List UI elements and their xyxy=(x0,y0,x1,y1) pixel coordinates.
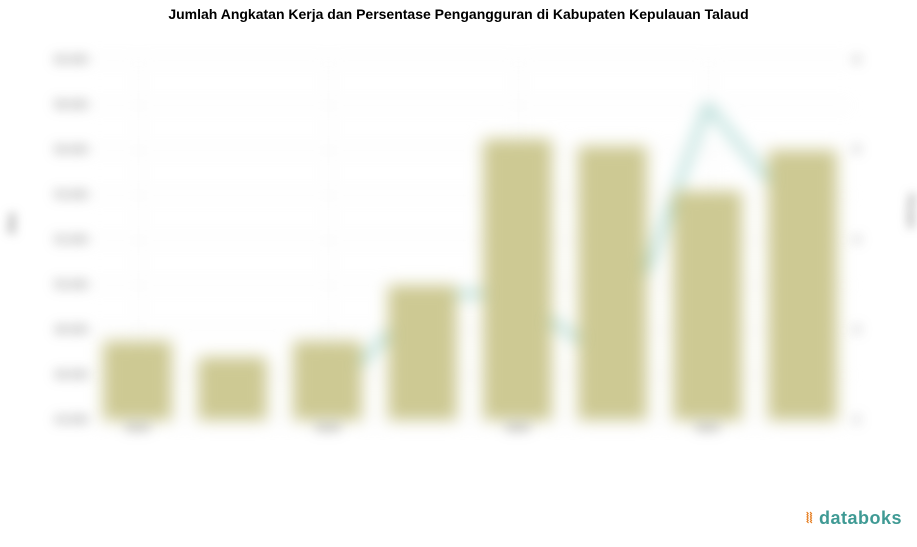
databoks-logo-text: databoks xyxy=(819,508,902,529)
y-right-tick-labels: 23456 xyxy=(854,60,894,420)
y-left-tick-labels: 44.00046.00048.00050.00052.00054.00056.0… xyxy=(40,60,88,420)
plot-area xyxy=(90,60,850,420)
bar xyxy=(483,139,551,420)
x-tick-labels: 2015 2018 2020 2022 xyxy=(90,422,850,442)
bar xyxy=(768,150,836,420)
x-tick: 2018 xyxy=(315,422,339,434)
bar xyxy=(293,341,361,420)
x-tick: 2020 xyxy=(505,422,529,434)
y-right-tick: 3 xyxy=(854,324,860,336)
x-tick: 2015 xyxy=(125,422,149,434)
y-left-tick: 52.000 xyxy=(40,234,88,246)
y-right-tick: 5 xyxy=(854,144,860,156)
bar xyxy=(673,191,741,421)
y-left-tick: 48.000 xyxy=(40,324,88,336)
y-right-axis-title: Persen xyxy=(905,194,917,229)
y-left-tick: 46.000 xyxy=(40,369,88,381)
y-left-tick: 44.000 xyxy=(40,414,88,426)
databoks-logo-icon: ⦚⦚ xyxy=(806,510,813,527)
bar xyxy=(103,341,171,420)
databoks-watermark: ⦚⦚ databoks xyxy=(806,508,902,529)
y-left-tick: 60.000 xyxy=(40,54,88,66)
y-right-tick: 4 xyxy=(854,234,860,246)
bar xyxy=(578,146,646,421)
x-tick: 2022 xyxy=(695,422,719,434)
y-left-tick: 50.000 xyxy=(40,279,88,291)
chart-container: Jiwa Persen 44.000 46.000 48.000 50.000 52.0… xyxy=(0,30,917,430)
y-left-tick: 58.000 xyxy=(40,99,88,111)
chart-title: Jumlah Angkatan Kerja dan Persentase Pen… xyxy=(0,0,917,30)
bar xyxy=(388,285,456,420)
y-right-tick: 2 xyxy=(854,414,860,426)
y-left-axis-title: Jiwa xyxy=(6,213,18,235)
y-left-tick: 56.000 xyxy=(40,144,88,156)
y-left-tick: 54.000 xyxy=(40,189,88,201)
y-right-tick: 6 xyxy=(854,54,860,66)
bar xyxy=(198,357,266,420)
